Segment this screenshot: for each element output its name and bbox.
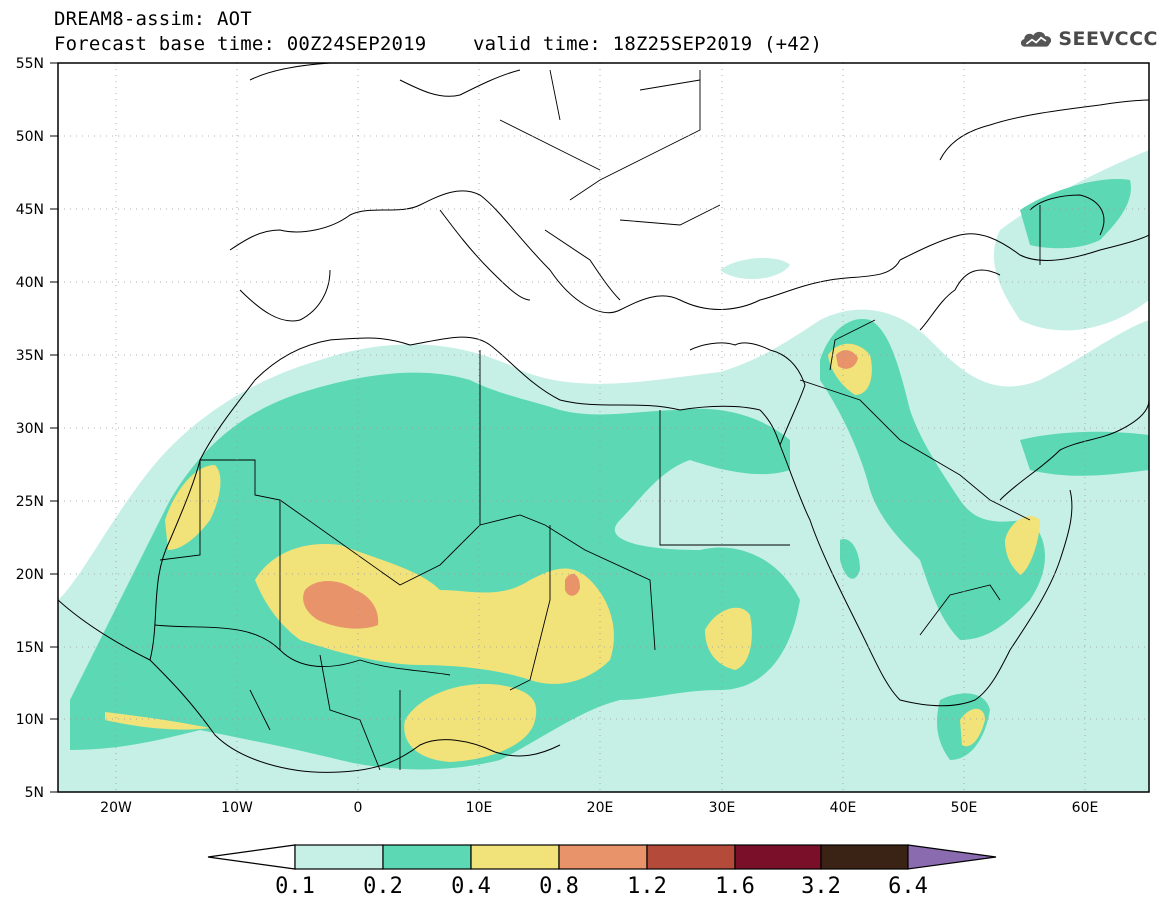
colorbar-swatch	[820, 844, 909, 870]
lat-axis: 55N 50N 45N 40N 35N 30N 25N 20N 15N 10N …	[16, 56, 44, 801]
colorbar-high-arrow	[907, 844, 997, 870]
colorbar-label: 3.2	[801, 874, 841, 899]
colorbar-label: 6.4	[888, 874, 928, 899]
aot-level-0.8	[303, 350, 858, 629]
base-time: Forecast base time: 00Z24SEP2019	[54, 33, 427, 55]
aot-shading	[58, 150, 1149, 792]
seevccc-logo: SEEVCCC	[1018, 22, 1158, 56]
colorbar-label: 0.8	[539, 874, 579, 899]
lat-label: 10N	[16, 712, 44, 728]
colorbar-labels: 0.1 0.2 0.4 0.8 1.2 1.6 3.2 6.4	[275, 874, 928, 899]
forecast-times: Forecast base time: 00Z24SEP2019 valid t…	[54, 33, 822, 55]
lat-label: 50N	[16, 129, 44, 145]
lon-label: 10E	[466, 800, 493, 816]
lon-label: 0	[354, 800, 363, 816]
lon-axis: 20W 10W 0 10E 20E 30E 40E 50E 60E	[100, 800, 1098, 816]
lat-label: 5N	[25, 785, 44, 801]
lon-label: 60E	[1072, 800, 1099, 816]
lon-label: 40E	[830, 800, 857, 816]
colorbar	[207, 844, 997, 870]
colorbar-label: 0.1	[275, 874, 315, 899]
colorbar-swatch	[734, 844, 822, 870]
aot-level-0.4	[105, 343, 1040, 762]
map-title: DREAM8-assim: AOT	[54, 8, 252, 30]
lat-label: 35N	[16, 348, 44, 364]
lon-label: 50E	[951, 800, 978, 816]
country-borders	[154, 69, 1041, 771]
lat-ticks	[50, 62, 58, 793]
aot-level-0.2	[70, 179, 1149, 770]
lat-label: 45N	[16, 202, 44, 218]
valid-time: valid time: 18Z25SEP2019 (+42)	[473, 33, 823, 55]
logo-text: SEEVCCC	[1058, 28, 1158, 50]
colorbar-swatch	[294, 844, 384, 870]
colorbar-low-arrow	[207, 844, 296, 870]
lat-label: 55N	[16, 56, 44, 72]
coastlines	[58, 63, 1149, 773]
cloud-icon	[1020, 31, 1052, 47]
lat-label: 15N	[16, 640, 44, 656]
lon-label: 30E	[709, 800, 736, 816]
colorbar-label: 0.2	[363, 874, 403, 899]
lat-label: 20N	[16, 567, 44, 583]
colorbar-swatch	[470, 844, 560, 870]
colorbar-swatch	[558, 844, 648, 870]
colorbar-label: 1.2	[627, 874, 667, 899]
lon-label: 20W	[100, 800, 132, 816]
lon-label: 20E	[587, 800, 614, 816]
lon-label: 10W	[221, 800, 253, 816]
colorbar-swatch	[382, 844, 472, 870]
lat-label: 25N	[16, 494, 44, 510]
colorbar-swatch	[646, 844, 736, 870]
colorbar-label: 1.6	[715, 874, 755, 899]
lat-label: 40N	[16, 275, 44, 291]
lat-label: 30N	[16, 421, 44, 437]
colorbar-label: 0.4	[451, 874, 491, 899]
